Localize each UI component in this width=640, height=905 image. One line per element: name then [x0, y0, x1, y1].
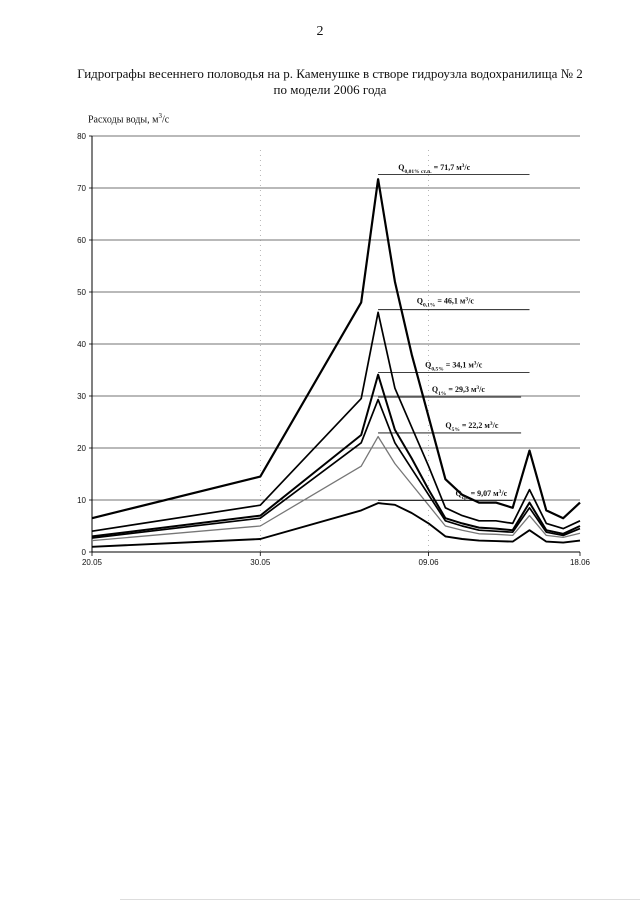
x-tick-label: 20.05	[82, 558, 103, 567]
y-axis-label-sup: 3	[158, 112, 162, 120]
series	[91, 178, 581, 548]
annotation-label: Qср. = 9,07 м3/с	[455, 489, 507, 501]
annotation-label-part: Q	[432, 385, 438, 394]
annotation-label-part: 5%	[452, 427, 460, 433]
annotation-label-part: 3	[474, 360, 477, 366]
annotation-label-part: = 29,3 м	[446, 385, 477, 394]
annotation-label-part: /с	[476, 360, 483, 369]
annotation-label-part: = 34,1 м	[444, 360, 475, 369]
annotation-label-part: ср.	[462, 495, 470, 501]
annotation-label-part: /с	[500, 489, 507, 498]
annotation-label: Q5% = 22,2 м3/с	[445, 421, 498, 433]
scan-edge	[120, 899, 640, 900]
annotation-label-part: /с	[478, 385, 485, 394]
annotations: Q0,01% ст.п. = 71,7 м3/сQ0,1% = 46,1 м3/…	[378, 163, 530, 501]
y-axis-label-text: Расходы воды, м	[88, 114, 159, 126]
y-tick-label: 60	[77, 236, 86, 245]
y-tick-label: 80	[77, 132, 86, 141]
annotation-label-part: /с	[463, 163, 470, 172]
series-line	[91, 502, 581, 548]
annotation-label-part: = 46,1 м	[435, 296, 466, 305]
annotation-label-part: = 71,7 м	[432, 163, 463, 172]
chart-title: Гидрографы весеннего половодья на р. Кам…	[40, 66, 620, 98]
grid	[92, 135, 580, 552]
annotation-label-part: 0,01% ст.п.	[404, 169, 432, 175]
y-tick-label: 0	[82, 548, 87, 557]
annotation-label-part: Q	[398, 163, 404, 172]
chart-title-line-2: по модели 2006 года	[273, 82, 387, 97]
y-tick-label: 20	[77, 444, 86, 453]
page-number: 2	[316, 24, 324, 39]
annotation-label-part: = 9,07 м	[469, 489, 500, 498]
annotation-label-part: 3	[476, 385, 479, 391]
series-line	[91, 435, 581, 542]
annotation-label-part: 1%	[438, 391, 446, 397]
series-line	[91, 311, 581, 533]
series-line	[91, 178, 581, 520]
annotation-label-part: 0,5%	[431, 366, 443, 372]
annotation-label-part: 3	[499, 489, 502, 495]
annotation-label-part: 3	[465, 296, 468, 302]
chart-title-line-1: Гидрографы весеннего половодья на р. Кам…	[77, 66, 583, 81]
annotation-label-part: Q	[425, 360, 431, 369]
y-tick-label: 70	[77, 184, 86, 193]
annotation-label-part: 3	[490, 421, 493, 427]
x-tick-label: 30.05	[250, 558, 271, 567]
annotation-label-part: = 22,2 м	[460, 421, 491, 430]
y-tick-label: 50	[77, 288, 86, 297]
annotation-label: Q1% = 29,3 м3/с	[432, 385, 485, 397]
annotation-label-part: /с	[492, 421, 499, 430]
annotation-label-part: Q	[445, 421, 451, 430]
annotation-label-part: Q	[455, 489, 461, 498]
y-axis-label-suffix: /с	[161, 114, 170, 126]
y-tick-label: 40	[77, 340, 86, 349]
annotation-label: Q0,01% ст.п. = 71,7 м3/с	[398, 163, 470, 175]
x-tick-label: 18.06	[570, 558, 591, 567]
annotation-label: Q0,5% = 34,1 м3/с	[425, 360, 483, 372]
axes: 0 10 20 30 40 50 60 70 80 20.05 30.05 09.06 18.06	[77, 132, 590, 567]
series-line	[91, 398, 581, 539]
annotation-label-part: Q	[417, 296, 423, 305]
y-axis-label: Расходы воды, м3/с	[88, 112, 169, 125]
y-tick-label: 10	[77, 496, 86, 505]
annotation-label: Q0,1% = 46,1 м3/с	[417, 296, 475, 308]
annotation-label-part: 0,1%	[423, 302, 435, 308]
series-line	[91, 373, 581, 538]
annotation-label-part: 3	[462, 163, 465, 169]
x-tick-label: 09.06	[419, 558, 440, 567]
y-tick-label: 30	[77, 392, 86, 401]
annotation-label-part: /с	[467, 296, 474, 305]
